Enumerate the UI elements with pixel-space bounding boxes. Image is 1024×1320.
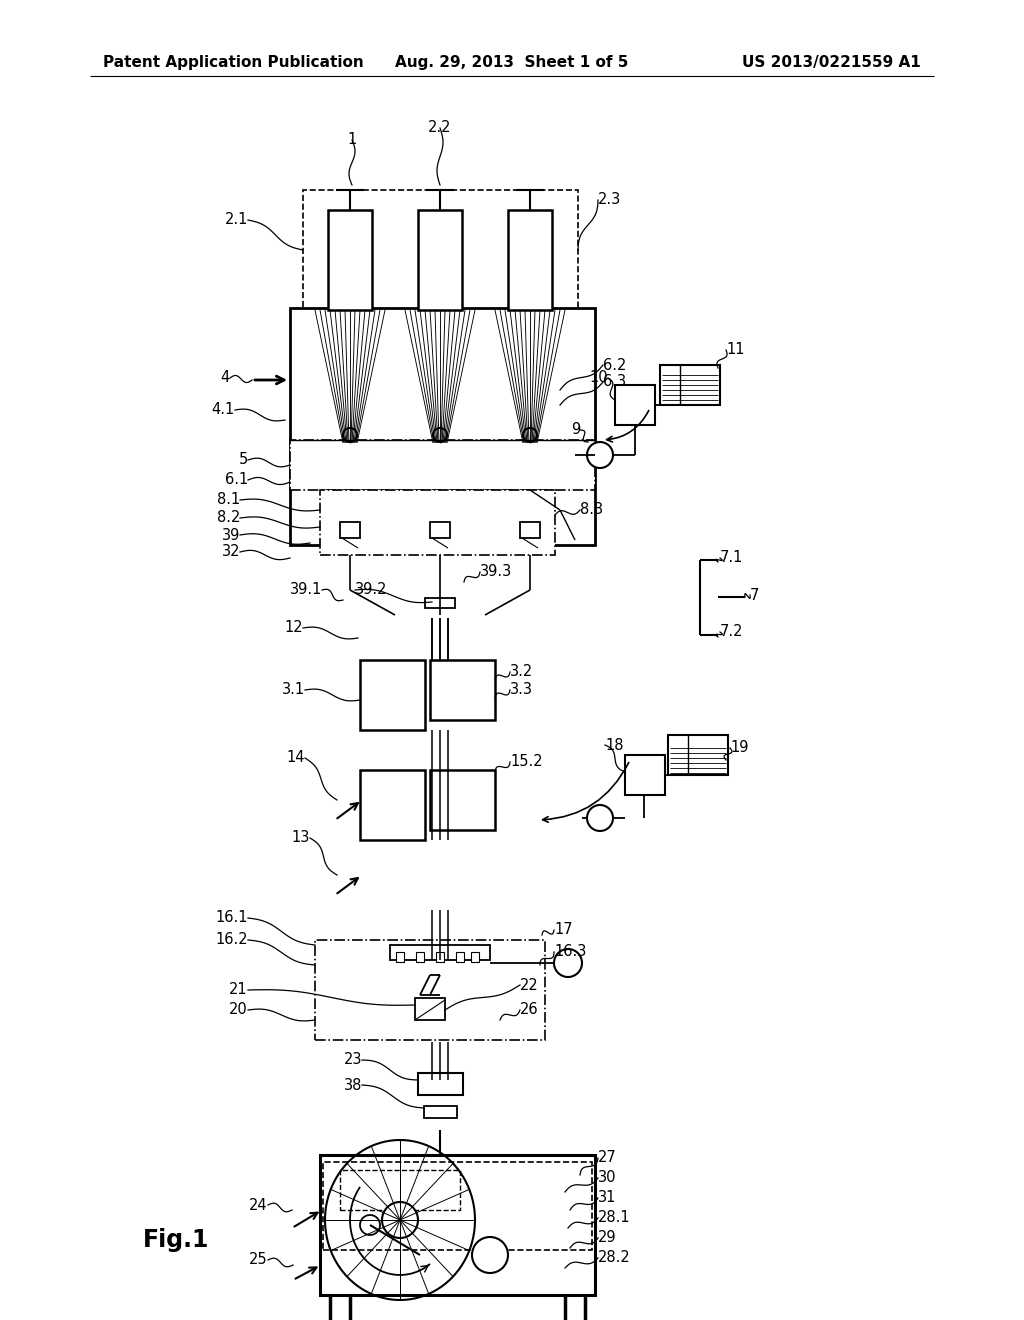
Text: 7: 7 (750, 587, 760, 602)
Bar (456, 952, 464, 962)
Text: 28.1: 28.1 (598, 1210, 631, 1225)
Text: 4: 4 (221, 371, 230, 385)
Text: 3.1: 3.1 (282, 682, 305, 697)
Circle shape (433, 428, 447, 442)
Bar (340, 521, 360, 539)
Text: 8.2: 8.2 (217, 511, 240, 525)
Text: 7.1: 7.1 (720, 550, 743, 565)
Text: Fig.1: Fig.1 (143, 1228, 209, 1251)
Text: 4.1: 4.1 (212, 403, 234, 417)
Bar (508, 210, 552, 310)
Bar (319, 490, 555, 554)
Circle shape (382, 1203, 418, 1238)
Text: 39.2: 39.2 (355, 582, 387, 598)
Text: 27: 27 (598, 1151, 616, 1166)
Bar (625, 755, 665, 795)
Bar (290, 308, 595, 545)
Text: 17: 17 (554, 923, 572, 937)
Bar (328, 210, 372, 310)
Text: 32: 32 (221, 544, 240, 560)
Bar (471, 952, 479, 962)
Text: 23: 23 (343, 1052, 362, 1068)
Circle shape (587, 805, 613, 832)
Bar (396, 952, 404, 962)
Bar (660, 366, 720, 405)
Text: 2.1: 2.1 (224, 213, 248, 227)
Bar (430, 521, 450, 539)
Text: 8.1: 8.1 (217, 492, 240, 507)
Circle shape (554, 949, 582, 977)
Text: 39: 39 (221, 528, 240, 543)
Bar (340, 1170, 460, 1210)
Text: 7.2: 7.2 (720, 624, 743, 639)
Text: 25: 25 (250, 1253, 268, 1267)
Bar (323, 1162, 592, 1250)
Circle shape (472, 1237, 508, 1272)
Bar (415, 998, 445, 1020)
Bar (615, 385, 655, 425)
Bar (436, 952, 444, 962)
Bar (430, 770, 495, 830)
Text: 11: 11 (726, 342, 744, 358)
Text: 20: 20 (229, 1002, 248, 1018)
Bar (360, 770, 425, 840)
Text: 14: 14 (287, 751, 305, 766)
Bar (430, 660, 495, 719)
Text: 22: 22 (520, 978, 539, 993)
Text: 13: 13 (292, 830, 310, 846)
Text: 2.3: 2.3 (598, 193, 622, 207)
Bar (416, 952, 424, 962)
Circle shape (360, 1214, 380, 1236)
Text: 16.3: 16.3 (554, 945, 587, 960)
Text: 16.2: 16.2 (215, 932, 248, 948)
Bar (418, 210, 462, 310)
Text: 18: 18 (605, 738, 624, 752)
Text: 21: 21 (229, 982, 248, 998)
Text: 9: 9 (570, 422, 580, 437)
Bar (290, 440, 595, 490)
Bar (319, 1155, 595, 1295)
Text: 5: 5 (239, 453, 248, 467)
Circle shape (523, 428, 537, 442)
Text: 1: 1 (347, 132, 356, 148)
Bar (418, 1073, 463, 1096)
Circle shape (343, 428, 357, 442)
Bar (424, 1106, 457, 1118)
Text: Patent Application Publication: Patent Application Publication (103, 54, 364, 70)
Bar (390, 945, 490, 960)
Bar (425, 598, 455, 609)
Text: 6.1: 6.1 (224, 473, 248, 487)
Bar (520, 521, 540, 539)
Bar (303, 190, 578, 333)
Text: 6.3: 6.3 (603, 375, 626, 389)
Text: 10: 10 (590, 371, 608, 385)
Text: 26: 26 (520, 1002, 539, 1018)
Text: US 2013/0221559 A1: US 2013/0221559 A1 (742, 54, 921, 70)
Text: 31: 31 (598, 1191, 616, 1205)
Text: 2.2: 2.2 (428, 120, 452, 136)
Text: 8.3: 8.3 (580, 503, 603, 517)
Text: 19: 19 (730, 741, 749, 755)
Bar (315, 940, 545, 1040)
Text: 12: 12 (285, 620, 303, 635)
Text: 39.1: 39.1 (290, 582, 322, 598)
Text: 30: 30 (598, 1171, 616, 1185)
Text: Aug. 29, 2013  Sheet 1 of 5: Aug. 29, 2013 Sheet 1 of 5 (395, 54, 629, 70)
Text: 24: 24 (250, 1197, 268, 1213)
Bar (360, 660, 425, 730)
Text: 28.2: 28.2 (598, 1250, 631, 1266)
Bar (668, 735, 728, 775)
Text: 15.2: 15.2 (510, 755, 543, 770)
Text: 6.2: 6.2 (603, 358, 627, 372)
Circle shape (587, 442, 613, 469)
Text: 39.3: 39.3 (480, 565, 512, 579)
Text: 3.3: 3.3 (510, 682, 534, 697)
Text: 38: 38 (344, 1077, 362, 1093)
Text: 16.1: 16.1 (215, 911, 248, 925)
Text: 3.2: 3.2 (510, 664, 534, 680)
Text: 29: 29 (598, 1230, 616, 1246)
